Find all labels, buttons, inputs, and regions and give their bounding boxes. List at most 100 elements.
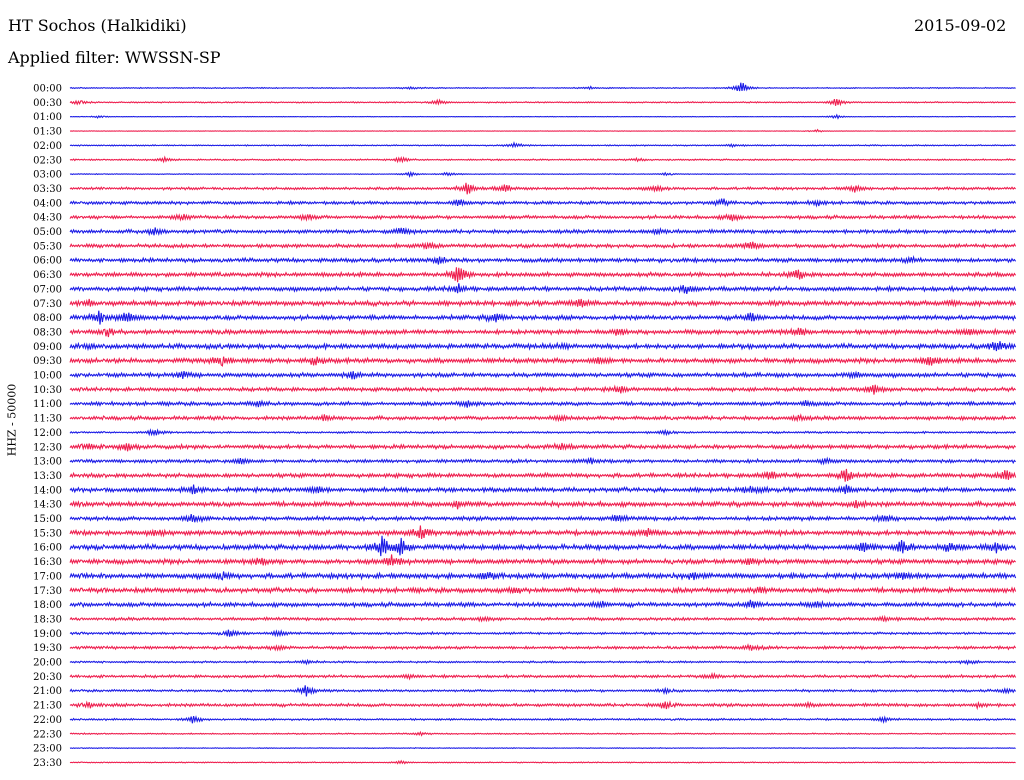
row-time-label: 20:00 [33, 658, 62, 669]
trace-line [69, 384, 1017, 395]
row-time-label: 11:00 [33, 399, 62, 410]
row-time-label: 02:00 [33, 141, 62, 152]
trace-line [69, 198, 1017, 208]
trace-line [69, 170, 1016, 179]
row-time-label: 14:00 [33, 485, 62, 496]
station-title: HT Sochos (Halkidiki) [8, 16, 187, 35]
row-time-label: 20:30 [33, 672, 62, 683]
trace-line [69, 442, 1017, 452]
trace-line [69, 643, 1017, 652]
trace-line [69, 254, 1017, 265]
trace-line [69, 499, 1017, 510]
trace-line [69, 535, 1017, 557]
trace-line [69, 554, 1017, 567]
row-time-label: 17:30 [33, 586, 62, 597]
trace-line [69, 182, 1016, 195]
trace-line [69, 484, 1017, 495]
trace-line [69, 98, 1016, 107]
trace-line [69, 370, 1017, 380]
trace-line [69, 571, 1017, 581]
trace-line [69, 413, 1017, 423]
trace-line [69, 310, 1017, 325]
row-time-label: 06:00 [33, 256, 62, 267]
trace-line [69, 614, 1016, 623]
row-time-label: 23:30 [33, 758, 62, 769]
row-time-label: 06:30 [33, 270, 62, 281]
trace-line [69, 128, 1016, 133]
trace-line [69, 213, 1017, 222]
trace-line [69, 241, 1017, 251]
row-time-label: 17:00 [33, 571, 62, 582]
row-time-label: 21:00 [33, 686, 62, 697]
trace-line [69, 513, 1017, 524]
row-time-label: 22:00 [33, 715, 62, 726]
row-time-label: 23:00 [33, 744, 62, 755]
row-time-label: 00:00 [33, 84, 62, 95]
trace-line [69, 685, 1017, 697]
row-time-label: 08:00 [33, 313, 62, 324]
trace-line [69, 456, 1017, 466]
trace-line [69, 298, 1017, 308]
row-time-label: 01:30 [33, 127, 62, 138]
trace-line [69, 399, 1017, 409]
trace-line [69, 356, 1017, 367]
row-time-label: 16:00 [33, 543, 62, 554]
filter-label: Applied filter: WWSSN-SP [8, 48, 221, 67]
trace-line [69, 730, 1016, 737]
row-time-label: 18:30 [33, 614, 62, 625]
trace-line [69, 155, 1016, 164]
row-time-label: 11:30 [33, 414, 62, 425]
row-time-label: 02:30 [33, 155, 62, 166]
row-time-label: 14:30 [33, 500, 62, 511]
row-time-label: 18:00 [33, 600, 62, 611]
trace-line [69, 113, 1016, 120]
trace-line [69, 747, 1016, 750]
row-time-label: 03:30 [33, 184, 62, 195]
row-time-label: 01:00 [33, 112, 62, 123]
row-time-label: 04:00 [33, 198, 62, 209]
row-time-label: 10:30 [33, 385, 62, 396]
row-time-label: 05:30 [33, 241, 62, 252]
row-time-label: 12:00 [33, 428, 62, 439]
trace-line [69, 428, 1016, 437]
row-time-label: 04:30 [33, 213, 62, 224]
row-time-label: 22:30 [33, 729, 62, 740]
trace-line [69, 671, 1017, 681]
row-time-label: 09:00 [33, 342, 62, 353]
row-time-label: 09:30 [33, 356, 62, 367]
trace-line [69, 82, 1016, 92]
trace-line [69, 525, 1017, 539]
trace-line [69, 585, 1017, 595]
row-time-label: 03:00 [33, 170, 62, 181]
row-time-label: 19:30 [33, 643, 62, 654]
row-time-label: 07:00 [33, 284, 62, 295]
row-time-label: 12:30 [33, 442, 62, 453]
row-time-label: 13:00 [33, 457, 62, 468]
row-time-label: 05:00 [33, 227, 62, 238]
row-time-label: 07:30 [33, 299, 62, 310]
trace-line [69, 715, 1016, 725]
trace-line [69, 658, 1016, 666]
trace-line [69, 267, 1017, 283]
row-time-label: 08:30 [33, 327, 62, 338]
trace-line [69, 759, 1016, 765]
trace-line [69, 227, 1017, 237]
date-label: 2015-09-02 [914, 16, 1007, 35]
trace-line [69, 327, 1017, 338]
trace-line [69, 700, 1017, 711]
trace-line [69, 341, 1017, 352]
row-time-label: 19:00 [33, 629, 62, 640]
row-time-label: 15:30 [33, 528, 62, 539]
row-time-label: 21:30 [33, 701, 62, 712]
trace-line [69, 599, 1017, 610]
row-time-label: 16:30 [33, 557, 62, 568]
row-time-label: 13:30 [33, 471, 62, 482]
trace-line [69, 468, 1017, 482]
trace-line [69, 629, 1016, 638]
row-time-label: 10:00 [33, 371, 62, 382]
row-time-label: 00:30 [33, 98, 62, 109]
trace-line [69, 141, 1016, 149]
row-time-label: 15:00 [33, 514, 62, 525]
trace-line [69, 283, 1017, 294]
